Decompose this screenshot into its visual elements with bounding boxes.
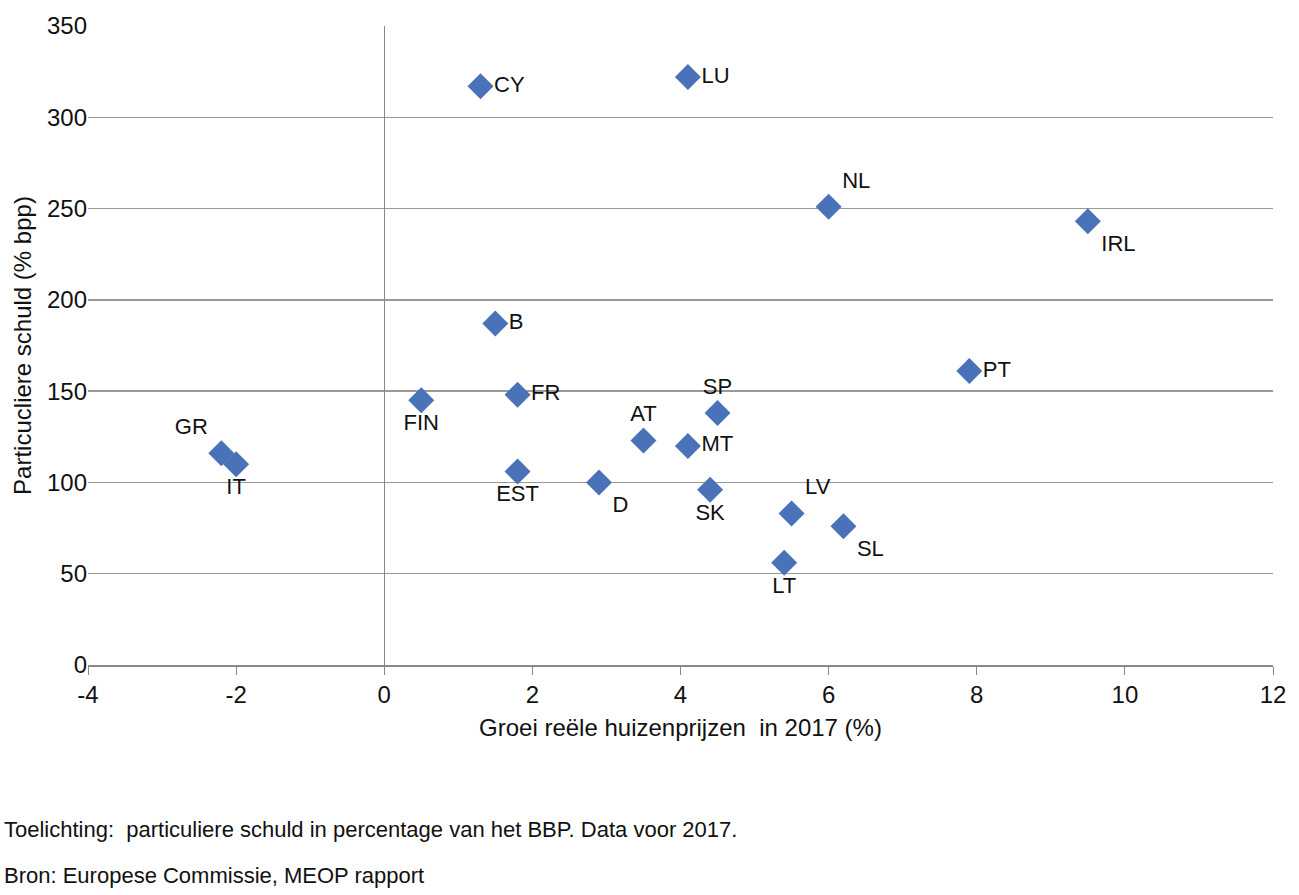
svg-text:B: B — [509, 309, 524, 334]
svg-text:CY: CY — [494, 72, 525, 97]
svg-text:0: 0 — [378, 681, 391, 708]
svg-text:EST: EST — [496, 481, 539, 506]
svg-text:SL: SL — [857, 536, 884, 561]
svg-text:Groei reële huizenprijzen in: Groei reële huizenprijzen in 2017 (%) — [479, 714, 882, 741]
svg-text:-4: -4 — [77, 681, 98, 708]
svg-text:LT: LT — [772, 573, 796, 598]
svg-text:150: 150 — [47, 378, 87, 405]
svg-text:Particucliere schuld (% bpp): Particucliere schuld (% bpp) — [9, 196, 36, 495]
svg-text:350: 350 — [47, 12, 87, 39]
svg-text:PT: PT — [983, 357, 1011, 382]
svg-text:300: 300 — [47, 104, 87, 131]
svg-text:NL: NL — [842, 168, 870, 193]
svg-text:0: 0 — [74, 651, 87, 678]
svg-text:8: 8 — [970, 681, 983, 708]
svg-text:IT: IT — [226, 474, 246, 499]
svg-text:SK: SK — [695, 500, 725, 525]
svg-text:D: D — [613, 492, 629, 517]
svg-text:100: 100 — [47, 469, 87, 496]
svg-text:6: 6 — [822, 681, 835, 708]
svg-text:FIN: FIN — [404, 410, 439, 435]
svg-text:LU: LU — [701, 63, 729, 88]
svg-text:4: 4 — [674, 681, 687, 708]
svg-text:LV: LV — [805, 474, 831, 499]
svg-text:MT: MT — [701, 431, 733, 456]
svg-text:FR: FR — [531, 380, 560, 405]
svg-text:250: 250 — [47, 195, 87, 222]
svg-text:SP: SP — [703, 374, 732, 399]
svg-text:200: 200 — [47, 286, 87, 313]
svg-text:2: 2 — [526, 681, 539, 708]
svg-text:IRL: IRL — [1101, 231, 1135, 256]
svg-text:-2: -2 — [225, 681, 246, 708]
svg-text:AT: AT — [630, 401, 656, 426]
svg-text:Toelichting: particuliere sch: Toelichting: particuliere schuld in perc… — [4, 817, 737, 842]
svg-text:Bron: Europese Commissie, MEOP: Bron: Europese Commissie, MEOP rapport — [4, 863, 424, 888]
svg-text:10: 10 — [1112, 681, 1139, 708]
svg-text:GR: GR — [175, 414, 208, 439]
svg-text:12: 12 — [1260, 681, 1287, 708]
svg-text:50: 50 — [60, 560, 87, 587]
